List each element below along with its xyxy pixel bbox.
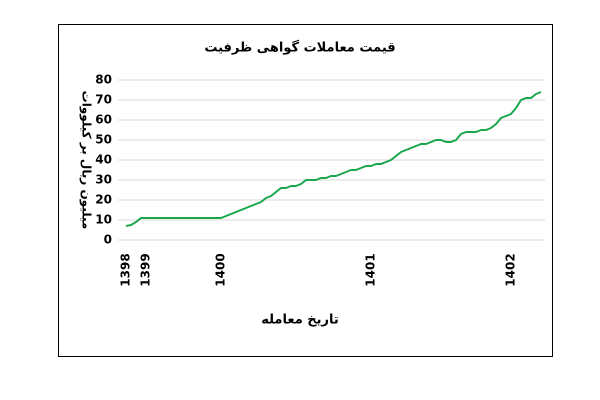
- y-tick-label: 30: [95, 173, 112, 187]
- y-tick-label: 80: [95, 73, 112, 87]
- y-axis-title: میلیون ریال بر کیلووات: [79, 91, 94, 230]
- x-tick-label: 1400: [214, 253, 228, 286]
- x-tick-label: 1402: [504, 253, 518, 286]
- chart-title: قیمت معاملات گواهی ظرفیت: [204, 40, 395, 56]
- y-tick-label: 60: [95, 113, 112, 127]
- y-tick-label: 20: [95, 193, 112, 207]
- y-tick-label: 70: [95, 93, 112, 107]
- y-tick-label: 50: [95, 133, 112, 147]
- y-tick-label: 0: [104, 233, 112, 247]
- x-tick-label: 1399: [139, 253, 153, 286]
- y-tick-label: 10: [95, 213, 112, 227]
- x-axis-title: تاریخ معامله: [261, 313, 339, 328]
- chart-frame: [58, 24, 553, 357]
- x-tick-label: 1401: [364, 253, 378, 286]
- y-tick-label: 40: [95, 153, 112, 167]
- data-line: [125, 91, 542, 227]
- x-tick-label: 1398: [119, 253, 133, 286]
